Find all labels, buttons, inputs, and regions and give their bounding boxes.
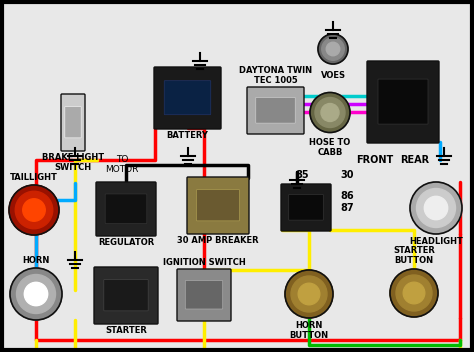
Circle shape [298,283,320,305]
Text: 30 AMP BREAKER: 30 AMP BREAKER [177,236,259,245]
FancyBboxPatch shape [281,184,331,231]
FancyBboxPatch shape [185,281,223,309]
FancyBboxPatch shape [256,98,295,123]
Text: REGULATOR: REGULATOR [98,238,154,247]
Text: HORN
BUTTON: HORN BUTTON [290,321,328,340]
Text: VOES: VOES [320,71,346,80]
Text: HORN: HORN [22,256,50,265]
FancyBboxPatch shape [94,267,158,324]
FancyBboxPatch shape [177,269,231,321]
Circle shape [417,189,456,227]
Circle shape [15,191,53,229]
Text: TO
MOTOR: TO MOTOR [105,155,139,174]
Circle shape [326,42,340,56]
FancyBboxPatch shape [96,182,156,236]
FancyBboxPatch shape [164,81,211,115]
Circle shape [322,38,344,60]
Text: STARTER: STARTER [105,326,147,335]
Text: 30: 30 [340,170,354,180]
Circle shape [390,269,438,317]
Text: 85: 85 [295,170,309,180]
FancyBboxPatch shape [247,87,304,134]
FancyBboxPatch shape [154,67,221,129]
Text: FRONT: FRONT [356,155,393,165]
FancyBboxPatch shape [367,61,439,143]
Circle shape [17,275,55,314]
Circle shape [23,199,45,221]
FancyBboxPatch shape [104,279,148,311]
FancyBboxPatch shape [105,194,147,224]
Circle shape [321,103,339,121]
Text: DAYTONA TWIN
TEC 1005: DAYTONA TWIN TEC 1005 [239,65,312,85]
Circle shape [9,185,59,235]
FancyBboxPatch shape [378,79,428,124]
Circle shape [310,93,350,132]
Circle shape [318,34,348,64]
Circle shape [24,282,48,306]
FancyBboxPatch shape [187,177,249,234]
Circle shape [10,268,62,320]
Text: BRAKE LIGHT
SWITCH: BRAKE LIGHT SWITCH [42,153,104,172]
Text: IGNITION SWITCH: IGNITION SWITCH [163,258,246,267]
FancyBboxPatch shape [289,194,323,220]
Text: STARTER
BUTTON: STARTER BUTTON [393,246,435,265]
Text: TAILLIGHT: TAILLIGHT [10,173,58,182]
Circle shape [291,276,327,312]
Text: REAR: REAR [401,155,429,165]
Text: HOSE TO
CABB: HOSE TO CABB [310,138,351,157]
FancyBboxPatch shape [61,94,85,151]
Circle shape [403,282,425,304]
Circle shape [424,196,448,220]
Circle shape [396,275,432,311]
Text: HEADLIGHT: HEADLIGHT [409,237,463,246]
Circle shape [410,182,462,234]
FancyBboxPatch shape [65,107,81,138]
Text: 87: 87 [340,203,354,213]
FancyBboxPatch shape [197,190,239,221]
Text: 86: 86 [340,191,354,201]
Circle shape [315,98,345,127]
Circle shape [285,270,333,318]
Text: BATTERY: BATTERY [166,131,209,140]
